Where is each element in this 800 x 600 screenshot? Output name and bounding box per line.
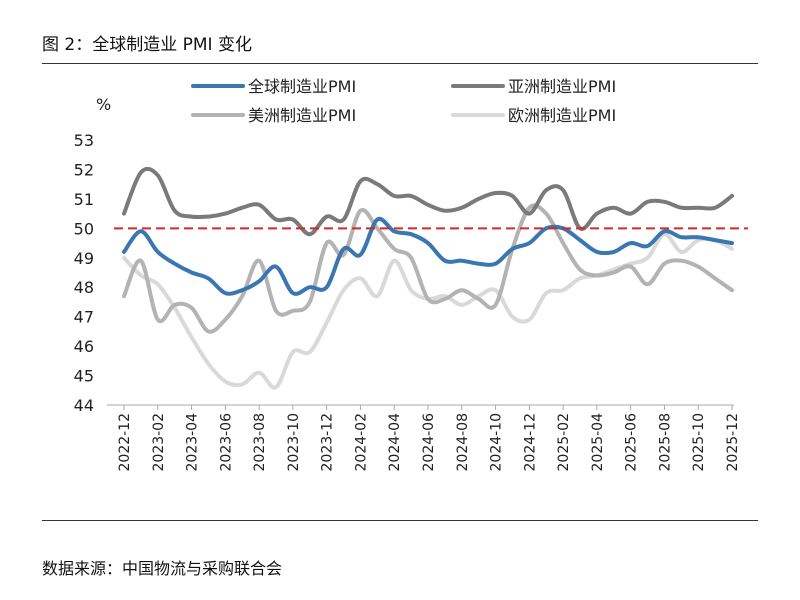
- x-tick-label: 2024-02: [353, 413, 369, 472]
- x-tick-label: 2023-12: [320, 413, 336, 472]
- x-tick-label: 2024-04: [387, 413, 403, 472]
- top-divider: [42, 63, 758, 64]
- x-tick-label: 2024-08: [455, 413, 471, 472]
- series-line-europe: [122, 232, 734, 390]
- y-tick-label: 48: [74, 278, 94, 297]
- x-tick-label: 2023-04: [185, 413, 201, 472]
- y-tick-label: 45: [74, 367, 94, 386]
- bottom-divider: [42, 520, 758, 521]
- x-tick-label: 2025-12: [725, 413, 741, 472]
- series-line-global: [122, 216, 734, 296]
- x-tick-label: 2025-08: [657, 413, 673, 472]
- legend: 全球制造业PMI 亚洲制造业PMI 美洲制造业PMI 欧洲制造业PMI: [191, 77, 616, 125]
- y-axis-ticks: 44 45 46 47 48 49 50 51 52 53: [74, 131, 94, 415]
- y-tick-label: 44: [74, 396, 94, 415]
- series-line-asia: [122, 166, 734, 237]
- legend-label-europe: 欧洲制造业PMI: [508, 106, 616, 125]
- x-tick-label: 2025-04: [590, 413, 606, 472]
- x-tick-label: 2025-10: [691, 413, 707, 472]
- x-tick-label: 2023-08: [252, 413, 268, 472]
- x-tick-label: 2022-12: [117, 413, 133, 472]
- legend-label-americas: 美洲制造业PMI: [248, 106, 356, 125]
- x-tick-label: 2025-06: [624, 413, 640, 472]
- y-tick-label: 52: [74, 160, 94, 179]
- series-line-americas: [122, 203, 734, 334]
- y-axis-label: %: [96, 95, 111, 114]
- x-tick-label: 2025-02: [556, 413, 572, 472]
- y-tick-label: 47: [74, 308, 94, 327]
- x-tick-label: 2023-10: [286, 413, 302, 472]
- y-tick-label: 51: [74, 190, 94, 209]
- source-note: 数据来源：中国物流与采购联合会: [42, 559, 283, 578]
- x-tick-label: 2024-10: [489, 413, 505, 472]
- x-axis: 2022-12 2023-02 2023-04 2023-06 2023-08 2023-…: [107, 404, 741, 472]
- legend-label-global: 全球制造业PMI: [248, 77, 356, 96]
- y-tick-label: 53: [74, 131, 94, 150]
- figure-title: 图 2：全球制造业 PMI 变化: [42, 35, 252, 55]
- y-tick-label: 49: [74, 249, 94, 268]
- legend-label-asia: 亚洲制造业PMI: [508, 77, 616, 96]
- x-tick-label: 2023-02: [151, 413, 167, 472]
- x-tick-label: 2023-06: [218, 413, 234, 472]
- x-tick-label: 2024-12: [522, 413, 538, 472]
- y-tick-label: 46: [74, 337, 94, 356]
- y-tick-label: 50: [74, 219, 94, 238]
- series-layer: [122, 166, 734, 390]
- x-tick-label: 2024-06: [421, 413, 437, 472]
